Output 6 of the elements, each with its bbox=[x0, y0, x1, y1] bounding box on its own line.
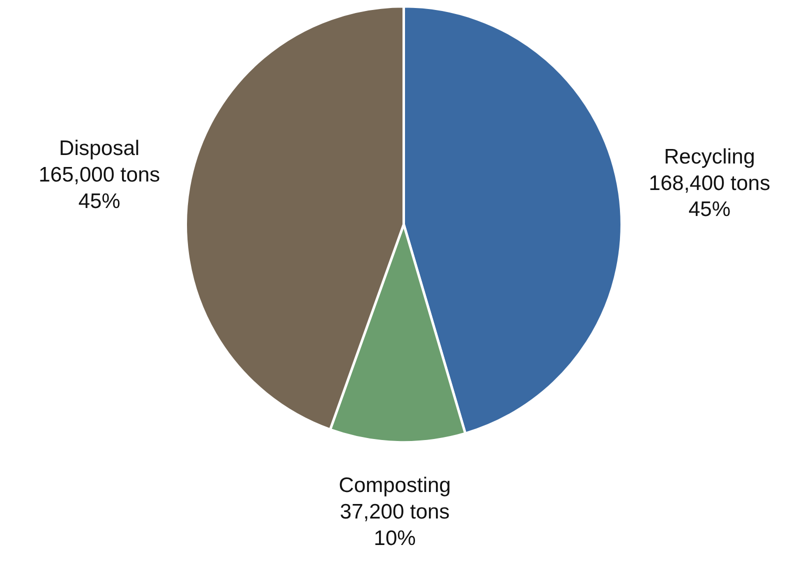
data-label: 165,000 tons 45% bbox=[38, 164, 160, 214]
slice-label: Recycling bbox=[664, 145, 756, 168]
slice-label: Disposal bbox=[59, 137, 140, 160]
slice-label: Composting bbox=[338, 474, 451, 498]
data-label: 37,200 tons 10% bbox=[340, 500, 450, 550]
data-label: 168,400 tons 45% bbox=[648, 172, 770, 222]
